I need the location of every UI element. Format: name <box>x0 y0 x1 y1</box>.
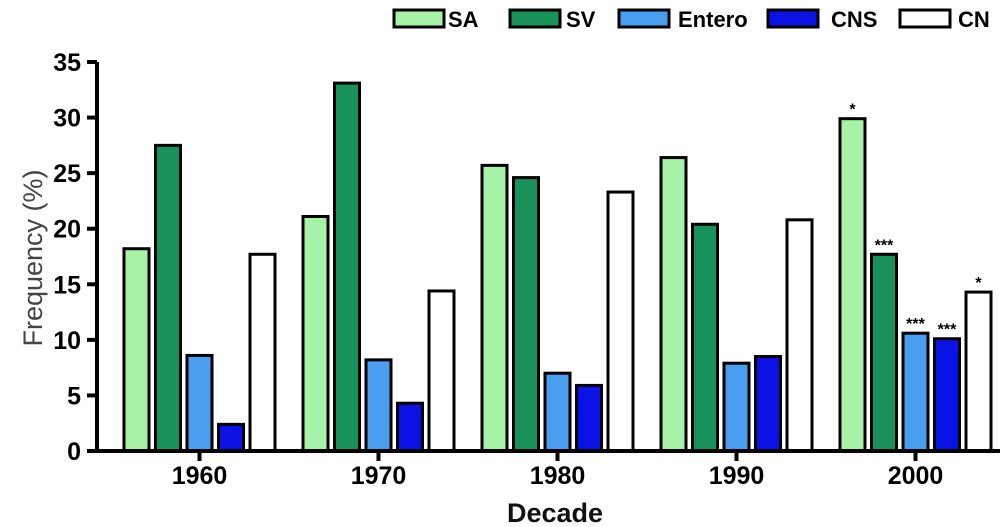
y-tick-label: 15 <box>53 271 81 299</box>
legend-swatch-cn <box>898 8 952 29</box>
y-tick-label: 30 <box>53 105 81 133</box>
significance-marker: *** <box>875 237 894 254</box>
bar-cns-1990 <box>754 355 782 453</box>
x-axis-label: Decade <box>507 498 603 527</box>
bar-cn-1990 <box>785 218 814 453</box>
y-tick-label: 25 <box>53 160 81 188</box>
x-tick-label: 2000 <box>888 462 944 490</box>
bar-cns-2000 <box>933 337 961 453</box>
bar-sv-1960 <box>154 143 182 453</box>
y-axis: 0 5 10 15 20 25 30 35 <box>53 49 99 466</box>
bars: ******* **** <box>122 81 993 453</box>
legend-swatch-cns <box>766 8 820 29</box>
bar-cns-1980 <box>575 383 603 453</box>
bar-entero-2000 <box>901 331 930 453</box>
y-tick-label: 20 <box>53 216 81 244</box>
bar-sa-2000 <box>838 117 867 453</box>
bar-sa-1970 <box>301 214 330 453</box>
bar-cn-1960 <box>248 252 277 453</box>
bar-cns-1960 <box>217 422 245 453</box>
bar-sa-1990 <box>659 156 688 453</box>
significance-marker: * <box>849 102 856 119</box>
y-tick-label: 35 <box>53 49 81 77</box>
legend-swatch-sv <box>508 8 562 29</box>
bar-sv-1970 <box>333 81 361 453</box>
y-tick-label: 5 <box>67 382 81 410</box>
legend-label-cns: CNS <box>831 7 877 32</box>
bar-entero-1960 <box>185 353 214 453</box>
significance-marker: * <box>975 275 982 292</box>
bar-entero-1990 <box>722 361 751 453</box>
legend-label-cn: CN <box>958 7 990 32</box>
x-tick-label: 1990 <box>709 462 765 490</box>
y-axis-label: Frequency (%) <box>18 169 48 346</box>
bar-sa-1960 <box>122 247 151 453</box>
legend-label-sa: SA <box>448 7 479 32</box>
significance-marker: *** <box>906 316 925 333</box>
bar-sv-1990 <box>691 222 719 453</box>
bar-entero-1970 <box>364 358 393 453</box>
bar-sv-2000 <box>870 252 898 453</box>
legend-swatch-sa <box>392 8 446 29</box>
significance-marker: *** <box>938 322 957 339</box>
bar-cn-1970 <box>427 289 456 453</box>
bar-sa-1980 <box>480 163 509 453</box>
bar-cn-2000 <box>964 290 993 453</box>
legend-swatch-entero <box>617 8 671 29</box>
legend-label-entero: Entero <box>678 7 748 32</box>
y-tick-label: 0 <box>67 438 81 466</box>
bar-entero-1980 <box>543 371 572 453</box>
y-tick-label: 10 <box>53 327 81 355</box>
bar-cns-1970 <box>396 401 424 453</box>
legend: SA SV Entero CNS CN <box>392 7 990 32</box>
bar-cn-1980 <box>606 190 635 453</box>
x-axis: 1960 1970 1980 1990 2000 <box>95 449 1000 490</box>
x-tick-label: 1960 <box>172 462 228 490</box>
legend-label-sv: SV <box>566 7 596 32</box>
x-tick-label: 1980 <box>530 462 586 490</box>
bar-sv-1980 <box>512 176 540 453</box>
x-tick-label: 1970 <box>351 462 407 490</box>
